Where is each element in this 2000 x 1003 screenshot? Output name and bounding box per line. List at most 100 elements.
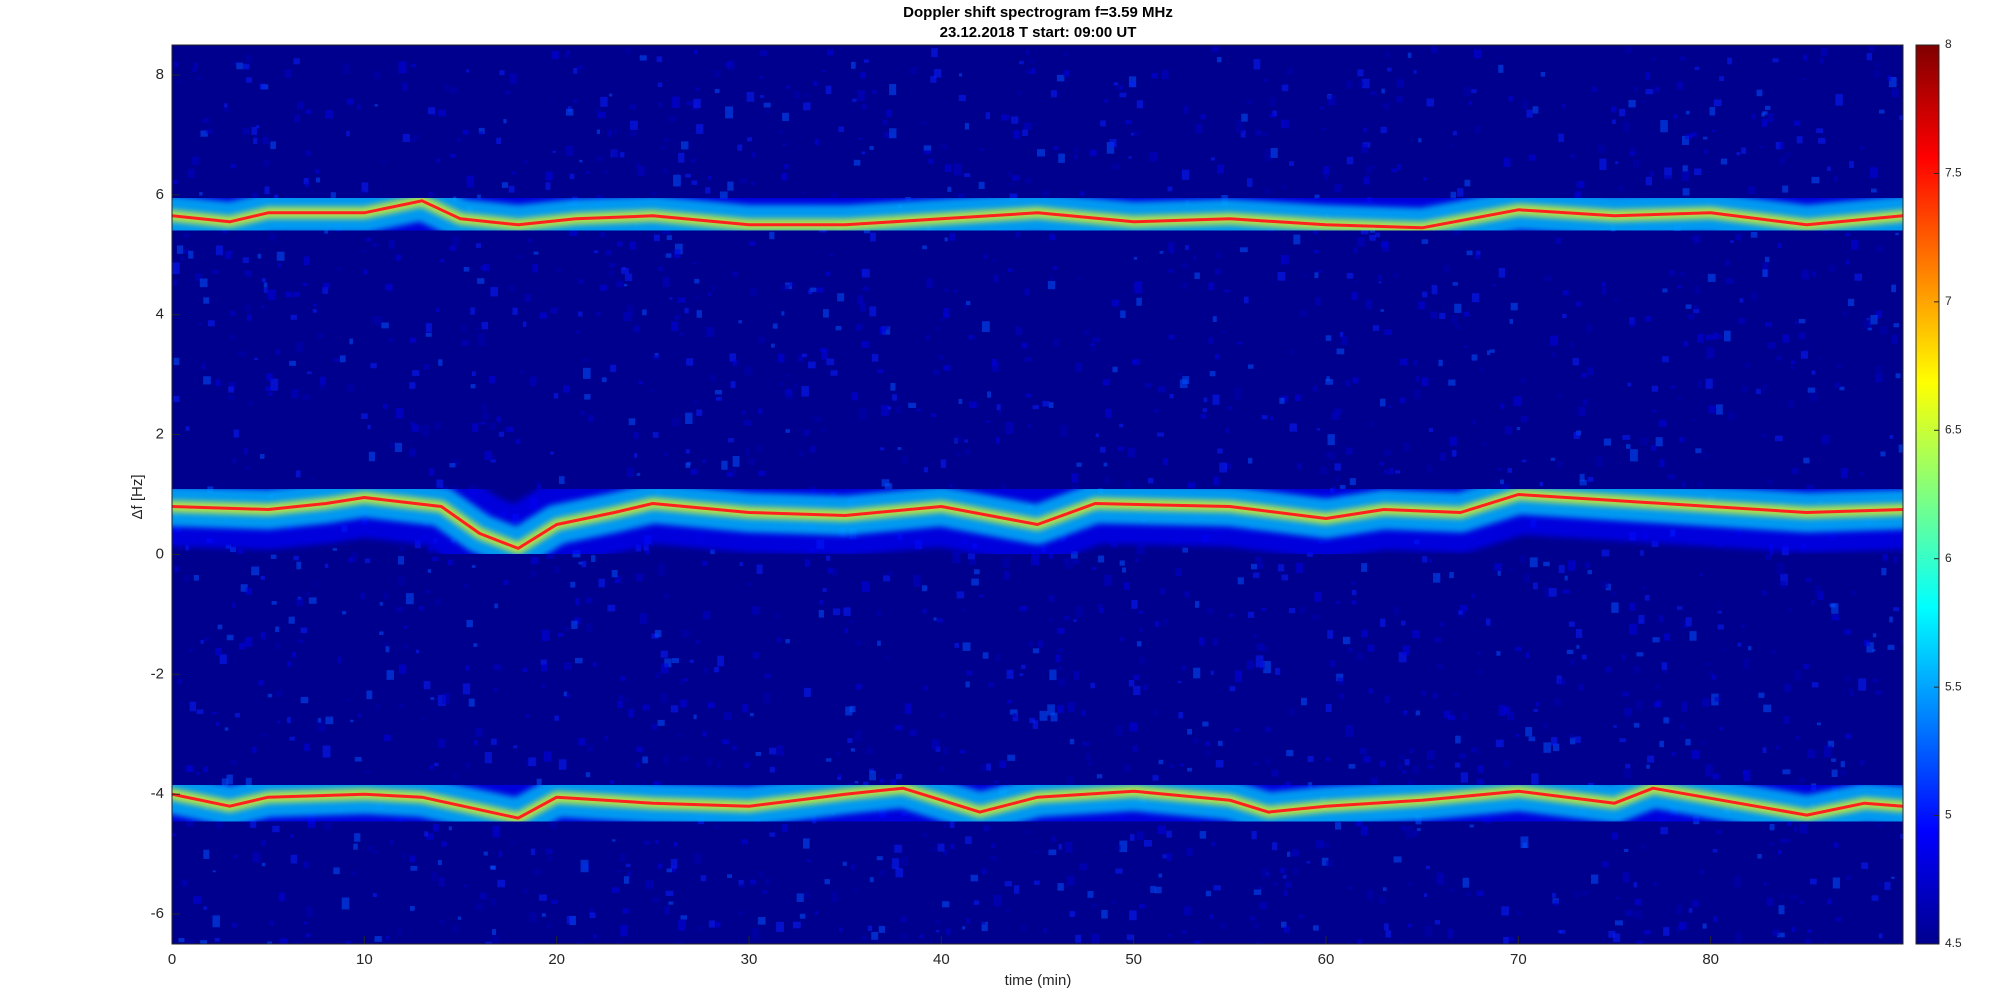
noise-speck — [985, 420, 990, 423]
noise-speck — [1452, 130, 1457, 136]
noise-speck — [271, 601, 277, 605]
noise-speck — [636, 746, 643, 753]
noise-speck — [276, 720, 281, 724]
noise-speck — [1303, 273, 1308, 277]
noise-speck — [1268, 97, 1275, 107]
noise-speck — [1300, 697, 1307, 706]
noise-speck — [1800, 351, 1808, 359]
noise-speck — [1741, 385, 1748, 393]
noise-speck — [604, 735, 608, 741]
noise-speck — [1424, 925, 1433, 937]
noise-speck — [1877, 883, 1882, 887]
noise-speck — [569, 173, 575, 180]
noise-speck — [1090, 344, 1096, 351]
noise-speck — [234, 712, 240, 718]
noise-speck — [620, 676, 625, 681]
noise-speck — [1712, 916, 1718, 923]
noise-speck — [1144, 675, 1149, 679]
noise-speck — [1150, 885, 1156, 893]
noise-speck — [1898, 444, 1903, 453]
noise-speck — [1396, 164, 1401, 170]
noise-speck — [1422, 291, 1428, 298]
noise-speck — [1370, 91, 1377, 96]
noise-speck — [628, 708, 635, 718]
noise-speck — [803, 838, 810, 849]
noise-speck — [1717, 610, 1722, 614]
noise-speck — [1688, 314, 1695, 320]
noise-speck — [601, 377, 607, 383]
noise-speck — [1097, 603, 1103, 608]
noise-speck — [1057, 883, 1064, 891]
noise-speck — [1858, 678, 1867, 691]
noise-speck — [263, 159, 270, 167]
noise-speck — [779, 130, 784, 135]
noise-speck — [491, 935, 500, 944]
noise-speck — [1661, 662, 1668, 670]
noise-speck — [270, 378, 279, 391]
noise-speck — [1823, 745, 1832, 758]
noise-speck — [1371, 164, 1375, 170]
noise-speck — [488, 375, 496, 384]
noise-speck — [270, 141, 276, 150]
noise-speck — [822, 69, 826, 73]
noise-speck — [1430, 46, 1438, 54]
noise-speck — [1601, 549, 1610, 557]
noise-speck — [1236, 120, 1244, 133]
noise-speck — [1073, 148, 1079, 153]
noise-speck — [804, 891, 810, 899]
noise-speck — [1805, 577, 1812, 583]
noise-speck — [1157, 386, 1166, 393]
noise-speck — [1113, 146, 1118, 149]
noise-speck — [200, 940, 208, 944]
noise-speck — [240, 584, 248, 592]
noise-speck — [1247, 611, 1255, 618]
noise-speck — [809, 446, 816, 453]
noise-speck — [1586, 367, 1594, 376]
noise-speck — [625, 863, 631, 868]
noise-speck — [1664, 633, 1671, 641]
noise-speck — [897, 447, 902, 450]
noise-speck — [751, 928, 760, 940]
noise-speck — [1621, 691, 1630, 697]
noise-speck — [1039, 710, 1048, 721]
noise-speck — [582, 358, 589, 363]
noise-speck — [541, 629, 550, 641]
noise-speck — [749, 712, 754, 717]
noise-speck — [660, 663, 669, 674]
noise-speck — [981, 921, 986, 925]
colorbar-tick-label: 6.5 — [1945, 422, 1962, 436]
noise-speck — [242, 257, 249, 263]
noise-speck — [1762, 747, 1767, 754]
noise-speck — [1066, 875, 1075, 886]
noise-speck — [721, 460, 728, 470]
noise-speck — [1861, 862, 1869, 870]
noise-speck — [1791, 927, 1795, 933]
noise-speck — [1709, 671, 1713, 678]
noise-speck — [1834, 382, 1841, 388]
noise-speck — [1444, 710, 1450, 719]
noise-speck — [842, 861, 847, 866]
noise-speck — [1860, 760, 1865, 766]
noise-speck — [962, 303, 967, 310]
noise-speck — [1122, 567, 1127, 573]
noise-speck — [692, 262, 696, 265]
noise-speck — [547, 856, 553, 861]
noise-speck — [1178, 712, 1184, 719]
noise-speck — [431, 871, 438, 881]
noise-speck — [853, 159, 861, 166]
noise-speck — [1433, 692, 1438, 699]
noise-speck — [1357, 69, 1364, 77]
noise-speck — [1327, 434, 1335, 446]
noise-speck — [1887, 644, 1895, 650]
noise-speck — [1633, 160, 1640, 168]
noise-speck — [563, 691, 568, 697]
noise-speck — [966, 918, 971, 924]
noise-speck — [1005, 422, 1014, 434]
noise-speck — [1012, 713, 1017, 718]
noise-speck — [809, 287, 817, 292]
noise-speck — [1058, 647, 1064, 653]
noise-speck — [1444, 265, 1451, 273]
noise-speck — [818, 609, 824, 618]
noise-speck — [849, 705, 856, 713]
noise-speck — [1621, 654, 1626, 661]
